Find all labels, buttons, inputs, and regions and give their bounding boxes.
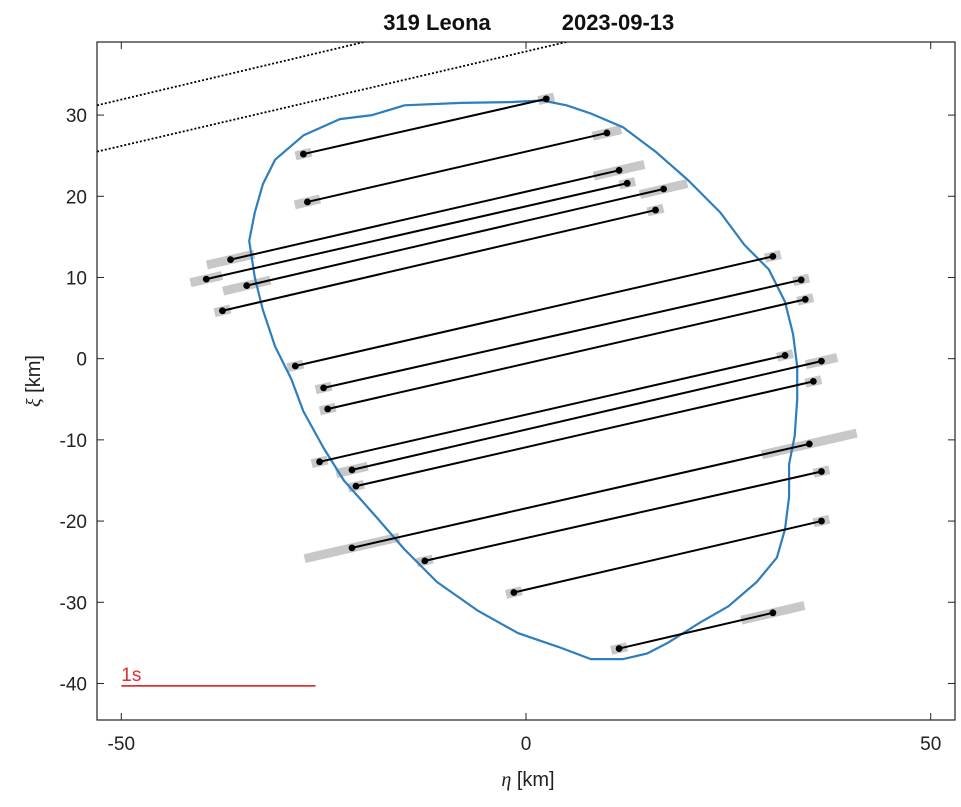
chord-6	[222, 209, 656, 312]
y-tick-label: 20	[66, 187, 87, 208]
y-tick-label: 0	[76, 350, 87, 371]
chord-16	[618, 611, 774, 650]
shadow-path-1	[97, 42, 365, 107]
chord-14-egress-point	[818, 468, 825, 475]
chord-8-ingress-point	[320, 384, 328, 392]
x-tick-label: 50	[920, 734, 941, 755]
plot-frame	[96, 41, 956, 721]
chord-11-ingress-point	[348, 466, 356, 474]
x-axis-label: η [km]	[501, 769, 554, 791]
shadow-path-2	[97, 42, 567, 153]
chord-11	[351, 360, 822, 471]
chord-5	[246, 187, 664, 287]
scale-bar-label: 1s	[121, 665, 141, 686]
chord-15	[513, 520, 822, 594]
chord-6-ingress-point	[219, 307, 226, 315]
chord-7	[295, 255, 774, 367]
y-axis-label: ξ [km]	[23, 355, 45, 407]
chord-13-egress-point	[805, 440, 813, 448]
chord-9-egress-point	[801, 295, 809, 303]
chart-title-date: 2023-09-13	[562, 10, 675, 35]
chord-14	[424, 470, 822, 562]
chord-13-ingress-point	[348, 544, 356, 552]
y-axis: -40 -30 -20 -10 0 10 20 30	[60, 106, 955, 695]
chord-2-egress-point	[603, 129, 611, 137]
x-tick-label: -50	[108, 734, 135, 755]
chord-1-ingress-point	[300, 150, 307, 158]
chord-9-ingress-point	[324, 405, 332, 413]
asteroid-profile	[248, 99, 799, 661]
chord-1	[303, 97, 547, 156]
chord-3-ingress-point	[227, 256, 234, 264]
chord-10-ingress-point	[316, 458, 323, 466]
x-axis-symbol: η	[501, 769, 511, 791]
y-tick-label: -30	[60, 593, 87, 614]
chord-4-ingress-point	[202, 275, 210, 283]
chord-15-egress-point	[818, 517, 825, 525]
chord-4-egress-point	[623, 179, 631, 187]
chord-2-ingress-point	[304, 198, 311, 206]
chord-6-egress-point	[652, 206, 659, 214]
chord-8	[323, 278, 802, 389]
chord-9	[327, 298, 806, 410]
chord-5-ingress-point	[243, 282, 251, 289]
chord-11-egress-point	[818, 357, 825, 365]
chord-10	[319, 354, 786, 463]
y-axis-unit: [km]	[23, 355, 45, 393]
chord-14-ingress-point	[421, 557, 429, 565]
plot-area: 1s	[97, 42, 858, 687]
y-tick-label: -40	[60, 674, 87, 695]
chord-7-ingress-point	[291, 362, 299, 370]
chord-1-egress-point	[542, 95, 550, 103]
chord-3-egress-point	[615, 166, 623, 174]
chord-2	[307, 131, 608, 203]
chord-4	[206, 182, 628, 281]
x-tick-label: 0	[521, 734, 532, 755]
chord-5-egress-point	[660, 185, 668, 193]
chord-16-egress-point	[769, 609, 777, 617]
chord-8-egress-point	[797, 276, 805, 284]
x-axis: -50 0 50	[108, 42, 941, 755]
y-axis-symbol: ξ	[23, 398, 45, 407]
chord-12-ingress-point	[352, 482, 360, 490]
chord-12	[355, 380, 814, 488]
x-axis-unit: [km]	[517, 769, 555, 791]
chord-7-egress-point	[769, 252, 777, 260]
chart-title-object: 319 Leona	[383, 10, 491, 35]
chord-3	[230, 169, 620, 261]
chord-10-egress-point	[781, 352, 789, 359]
chord-13	[351, 442, 810, 549]
y-tick-label: 10	[66, 268, 87, 289]
y-tick-label: 30	[66, 106, 87, 127]
chord-12-egress-point	[809, 378, 817, 385]
y-tick-label: -20	[60, 512, 87, 533]
y-tick-label: -10	[60, 431, 87, 452]
chord-16-ingress-point	[615, 645, 623, 652]
chord-15-ingress-point	[510, 589, 518, 596]
